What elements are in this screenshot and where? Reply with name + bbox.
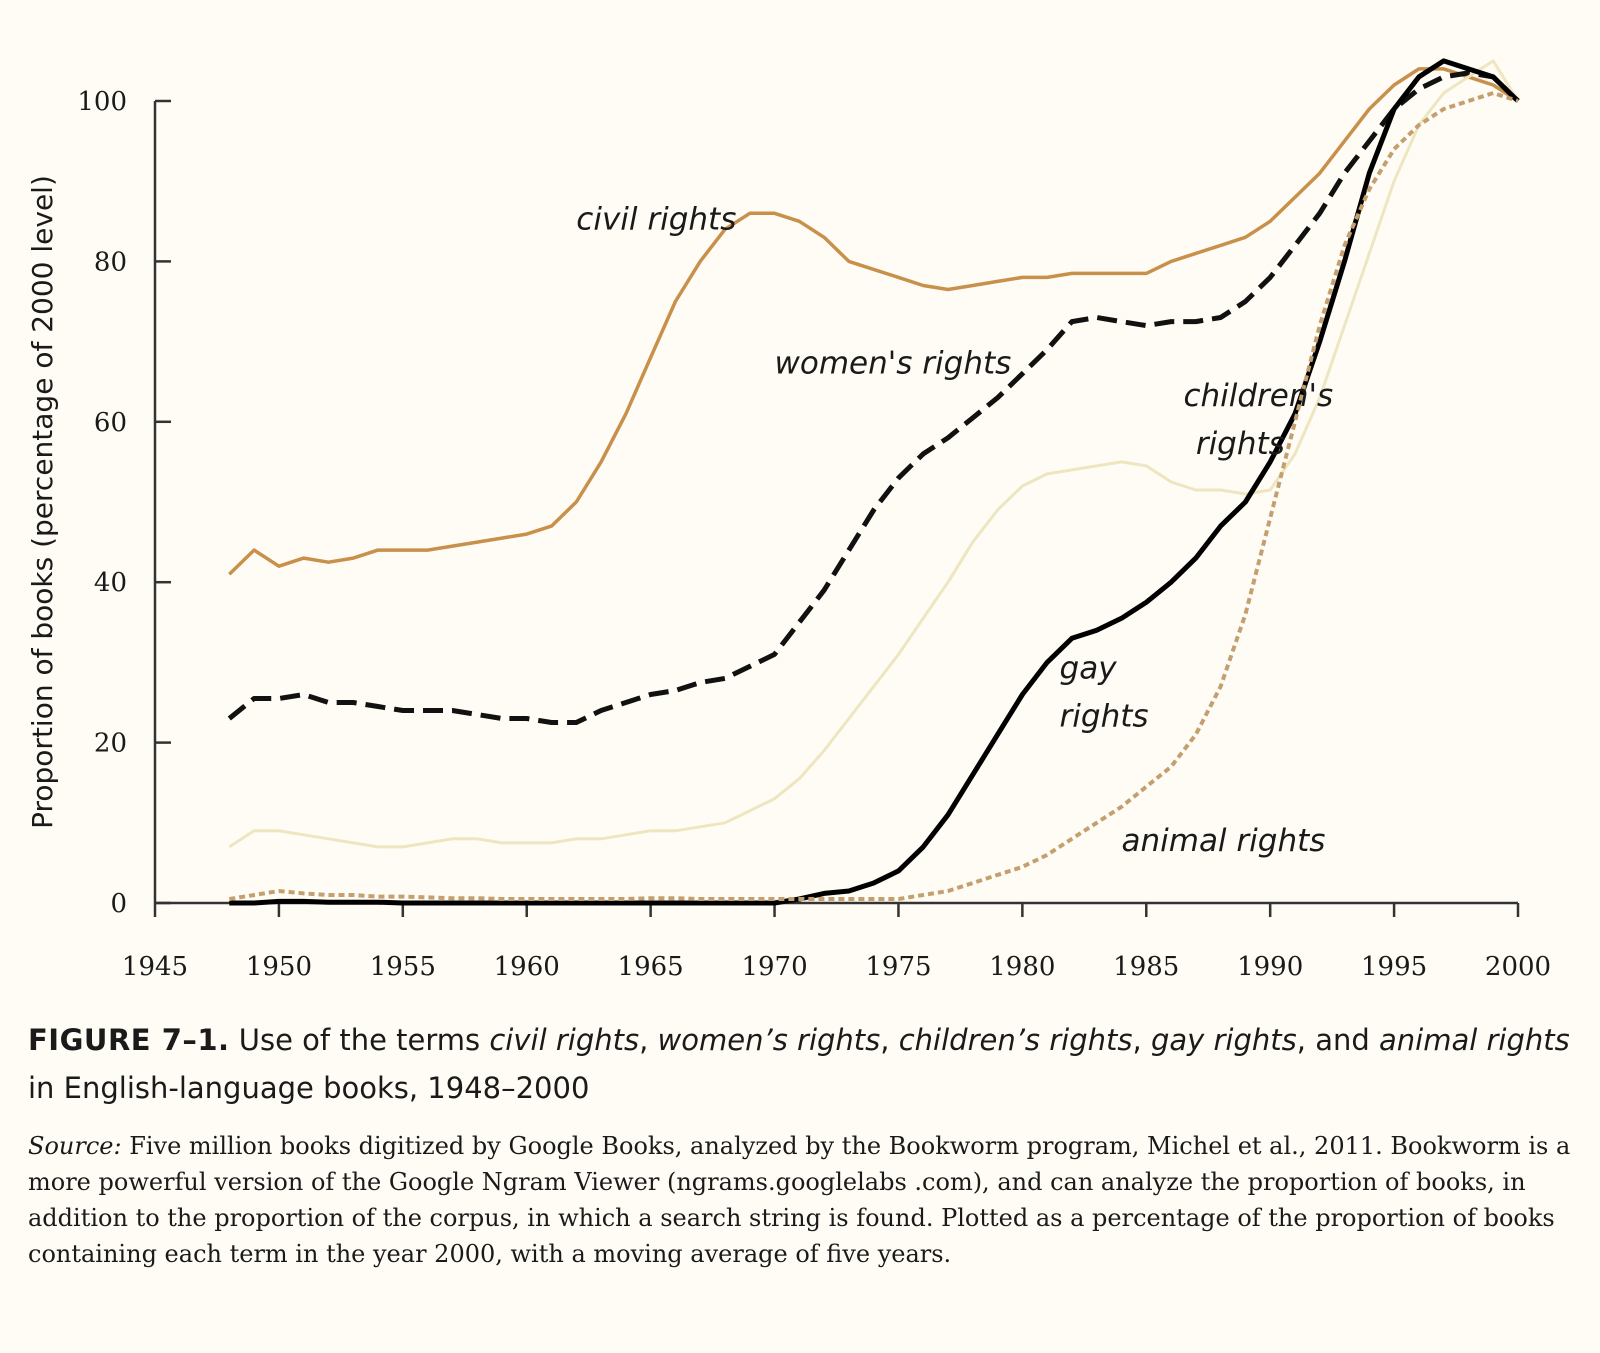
axes: 1945 1950 1955 1960 1965 1970 1975 1980 1985 1990…	[26, 87, 1551, 982]
source-note: Source: Five million books digitized by …	[28, 1128, 1573, 1272]
line-chart: 1945 1950 1955 1960 1965 1970 1975 1980 1985 1990…	[26, 58, 1551, 982]
caption-term: civil rights	[489, 1023, 640, 1057]
x-tick-label: 1990	[1237, 952, 1303, 982]
series-label: civil rights	[576, 201, 736, 237]
source-text: Five million books digitized by Google B…	[28, 1132, 1571, 1268]
series-label: children's	[1183, 378, 1333, 414]
x-tick-label: 1985	[1113, 952, 1179, 982]
y-tick-label: 40	[94, 568, 127, 598]
y-tick-label: 100	[77, 87, 127, 117]
series-line-civil-rights	[228, 67, 1519, 576]
series-label: women's rights	[775, 346, 1012, 382]
caption-text: ,	[639, 1023, 658, 1057]
series-label: rights	[1196, 426, 1285, 462]
y-tick-label: 60	[94, 408, 127, 438]
series-label: animal rights	[1121, 823, 1325, 859]
caption-text: in English-language books, 1948–2000	[28, 1071, 590, 1105]
x-tick-label: 1995	[1361, 952, 1427, 982]
source-label: Source:	[28, 1132, 122, 1160]
series-label: rights	[1060, 699, 1149, 735]
series-layer	[227, 58, 1520, 906]
caption-term: animal rights	[1378, 1023, 1570, 1057]
x-tick-label: 1980	[989, 952, 1055, 982]
y-tick-label: 80	[94, 247, 127, 277]
caption-text: Use of the terms	[229, 1023, 490, 1057]
y-tick-label: 20	[94, 729, 127, 759]
series-line-gay-rights	[229, 58, 1520, 906]
x-tick-label: 2000	[1485, 952, 1551, 982]
x-tick-label: 1970	[741, 952, 807, 982]
series-line-animal-rights	[228, 91, 1519, 901]
x-tick-label: 1950	[246, 952, 312, 982]
y-axis-title: Proportion of books (percentage of 2000 …	[26, 175, 59, 829]
caption-term: children’s rights	[898, 1023, 1133, 1057]
caption-text: ,	[880, 1023, 899, 1057]
x-tick-label: 1960	[494, 952, 560, 982]
series-label: gay	[1060, 650, 1118, 686]
x-tick-label: 1975	[865, 952, 931, 982]
series-line-women-s-rights	[227, 70, 1520, 725]
caption-text: ,	[1132, 1023, 1151, 1057]
series-labels: civil rights women's rights children's righ…	[576, 201, 1333, 859]
caption-term: women’s rights	[657, 1023, 881, 1057]
x-tick-label: 1945	[122, 952, 188, 982]
series-line-children-s-rights	[228, 59, 1520, 849]
y-tick-label: 0	[110, 889, 127, 919]
figure-caption: FIGURE 7–1. Use of the terms civil right…	[28, 1016, 1573, 1112]
x-tick-label: 1965	[618, 952, 684, 982]
caption-text: , and	[1296, 1023, 1379, 1057]
caption-term: gay rights	[1150, 1023, 1297, 1057]
figure-number: FIGURE 7–1.	[28, 1023, 230, 1057]
x-tick-label: 1955	[370, 952, 436, 982]
